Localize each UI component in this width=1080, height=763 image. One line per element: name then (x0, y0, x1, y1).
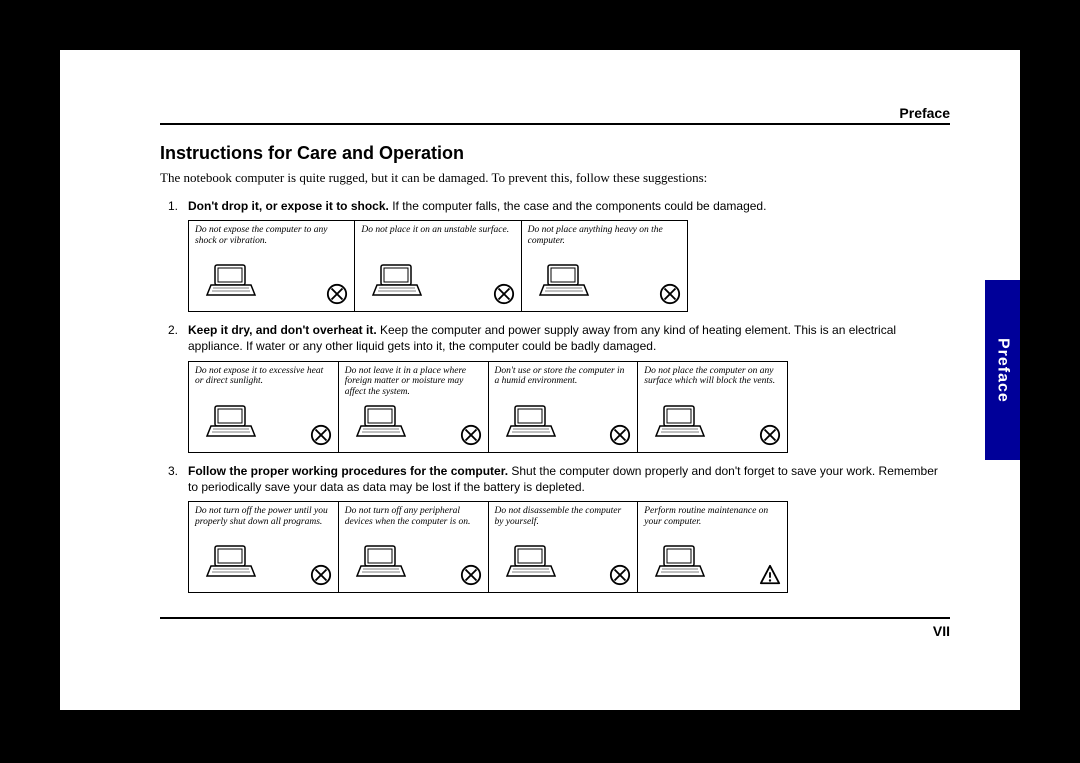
item-lead: Don't drop it, or expose it to shock. (188, 199, 389, 213)
item-lead: Follow the proper working procedures for… (188, 464, 508, 478)
figure-row: Do not expose it to excessive heat or di… (188, 361, 788, 453)
laptop-illustration (351, 542, 411, 582)
item-number: 2. (160, 322, 188, 354)
bottom-rule (160, 617, 950, 619)
instruction-item: 3.Follow the proper working procedures f… (160, 463, 950, 495)
laptop-illustration (501, 542, 561, 582)
figure-cell: Don't use or store the computer in a hum… (489, 362, 639, 452)
laptop-illustration (201, 542, 261, 582)
figure-caption: Do not place it on an unstable surface. (361, 225, 514, 236)
prohibit-icon (609, 424, 631, 446)
item-body: Follow the proper working procedures for… (188, 463, 950, 495)
instruction-item: 2.Keep it dry, and don't overheat it. Ke… (160, 322, 950, 354)
figure-caption: Do not leave it in a place where foreign… (345, 366, 482, 399)
prohibit-icon (326, 283, 348, 305)
warning-icon (759, 564, 781, 586)
prohibit-icon (310, 424, 332, 446)
figure-row: Do not turn off the power until you prop… (188, 501, 788, 593)
intro-text: The notebook computer is quite rugged, b… (160, 170, 950, 186)
figure-caption: Do not place the computer on any surface… (644, 366, 781, 388)
item-lead: Keep it dry, and don't overheat it. (188, 323, 377, 337)
manual-page: Preface Instructions for Care and Operat… (60, 50, 1020, 710)
laptop-illustration (534, 261, 594, 301)
figure-caption: Do not turn off any peripheral devices w… (345, 506, 482, 528)
laptop-illustration (201, 402, 261, 442)
prohibit-icon (759, 424, 781, 446)
figure-caption: Perform routine maintenance on your comp… (644, 506, 781, 528)
prohibit-icon (310, 564, 332, 586)
figure-cell: Do not expose the computer to any shock … (189, 221, 355, 311)
top-rule (160, 123, 950, 125)
page-number: VII (160, 623, 950, 639)
figure-cell: Do not disassemble the computer by yours… (489, 502, 639, 592)
laptop-illustration (201, 261, 261, 301)
figure-cell: Do not turn off the power until you prop… (189, 502, 339, 592)
figure-cell: Do not expose it to excessive heat or di… (189, 362, 339, 452)
figure-caption: Do not disassemble the computer by yours… (495, 506, 632, 528)
header-section-label: Preface (160, 105, 950, 121)
prohibit-icon (659, 283, 681, 305)
laptop-illustration (351, 402, 411, 442)
instruction-list: 1.Don't drop it, or expose it to shock. … (160, 198, 950, 593)
figure-row: Do not expose the computer to any shock … (188, 220, 688, 312)
figure-cell: Perform routine maintenance on your comp… (638, 502, 787, 592)
prohibit-icon (460, 424, 482, 446)
figure-caption: Do not place anything heavy on the compu… (528, 225, 681, 247)
figure-caption: Do not expose the computer to any shock … (195, 225, 348, 247)
item-body: Keep it dry, and don't overheat it. Keep… (188, 322, 950, 354)
laptop-illustration (650, 542, 710, 582)
prohibit-icon (460, 564, 482, 586)
item-rest: If the computer falls, the case and the … (389, 199, 767, 213)
item-number: 3. (160, 463, 188, 495)
laptop-illustration (650, 402, 710, 442)
item-number: 1. (160, 198, 188, 214)
instruction-item: 1.Don't drop it, or expose it to shock. … (160, 198, 950, 214)
figure-caption: Do not turn off the power until you prop… (195, 506, 332, 528)
figure-caption: Do not expose it to excessive heat or di… (195, 366, 332, 388)
item-body: Don't drop it, or expose it to shock. If… (188, 198, 950, 214)
side-tab: Preface (985, 280, 1020, 460)
figure-cell: Do not turn off any peripheral devices w… (339, 502, 489, 592)
figure-cell: Do not place the computer on any surface… (638, 362, 787, 452)
figure-cell: Do not place it on an unstable surface. (355, 221, 521, 311)
figure-caption: Don't use or store the computer in a hum… (495, 366, 632, 388)
laptop-illustration (501, 402, 561, 442)
laptop-illustration (367, 261, 427, 301)
prohibit-icon (493, 283, 515, 305)
page-title: Instructions for Care and Operation (160, 143, 950, 164)
prohibit-icon (609, 564, 631, 586)
side-tab-label: Preface (994, 338, 1012, 403)
figure-cell: Do not leave it in a place where foreign… (339, 362, 489, 452)
figure-cell: Do not place anything heavy on the compu… (522, 221, 687, 311)
